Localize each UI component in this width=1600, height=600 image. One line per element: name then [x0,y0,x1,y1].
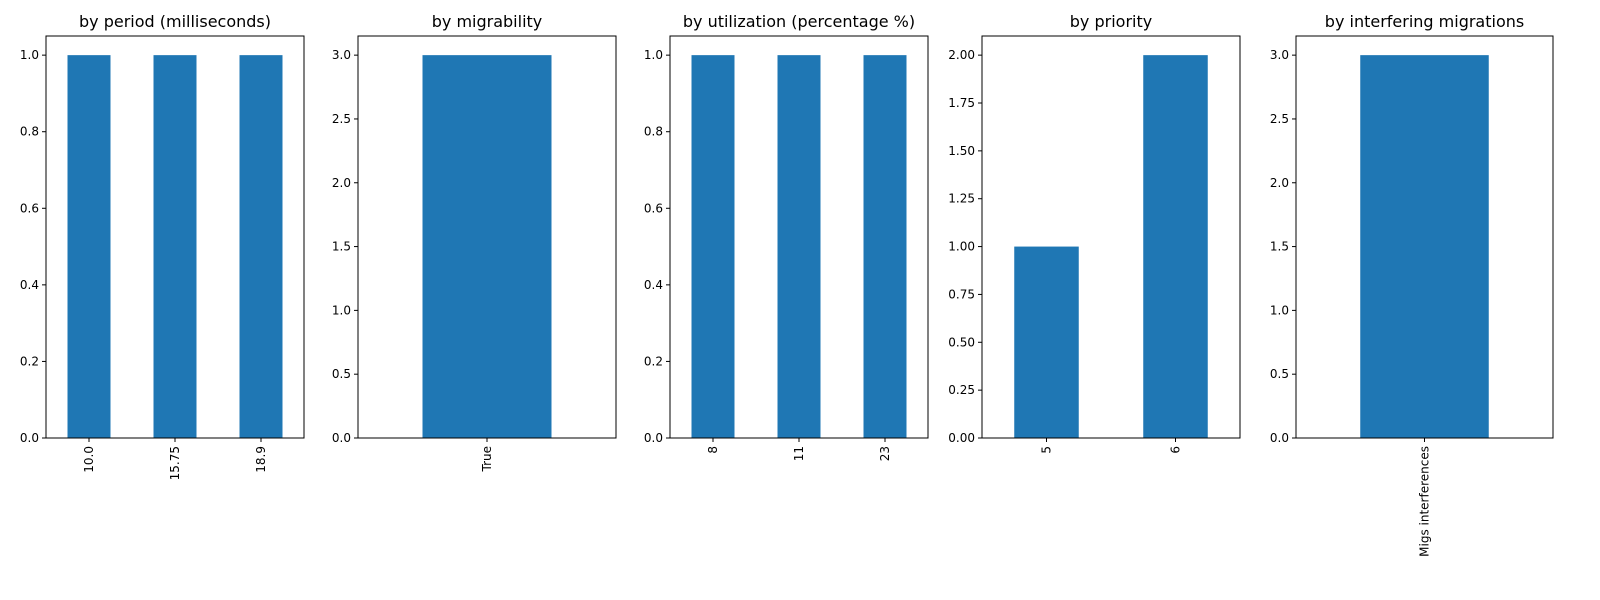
y-tick-label: 1.5 [1270,240,1289,254]
axes-frame [981,35,1241,439]
y-tick-label: 0.75 [948,287,975,301]
y-tick-label: 2.5 [1270,112,1289,126]
y-tick-label: 0.5 [1270,367,1289,381]
chart-title: by interfering migrations [1325,12,1524,31]
y-tick-label: 0.0 [644,431,663,445]
y-tick-label: 2.00 [948,48,975,62]
bar [422,55,552,438]
y-tick-label: 0.8 [644,125,663,139]
x-tick-label: True [480,446,494,473]
y-tick-label: 1.0 [1270,303,1289,317]
y-tick-label: 0.6 [644,201,663,215]
y-tick-label: 3.0 [332,48,351,62]
y-tick-label: 1.0 [20,48,39,62]
chart-title: by priority [1070,12,1152,31]
y-tick-label: 1.0 [644,48,663,62]
x-tick-label: 5 [1040,446,1054,454]
x-tick-label: Migs interferences [1418,446,1432,557]
bar [1143,55,1208,438]
y-tick-label: 0.50 [948,335,975,349]
bar [239,55,283,438]
bar [691,55,735,438]
x-tick-label: 10.0 [82,446,96,473]
chart-title: by migrability [432,12,543,31]
axes-frame [1295,35,1554,439]
y-tick-label: 0.8 [20,125,39,139]
y-tick-label: 0.25 [948,383,975,397]
y-tick-label: 1.75 [948,96,975,110]
subplot-5: by interfering migrations Migs interferen… [1270,12,1554,557]
bar [153,55,197,438]
subplot-3: by utilization (percentage %) 8 11 23 0.0 0.2… [644,12,929,461]
y-tick-label: 1.50 [948,144,975,158]
x-tick-label: 6 [1169,446,1183,454]
y-tick-label: 2.0 [332,176,351,190]
y-tick-label: 2.0 [1270,176,1289,190]
y-tick-label: 3.0 [1270,48,1289,62]
axes-frame [45,35,305,439]
chart-title: by utilization (percentage %) [683,12,915,31]
y-tick-label: 0.00 [948,431,975,445]
y-tick-label: 2.5 [332,112,351,126]
bar [1360,55,1489,438]
chart-title: by period (milliseconds) [79,12,271,31]
y-tick-label: 0.4 [644,278,663,292]
axes-frame [669,35,929,439]
y-tick-label: 1.00 [948,240,975,254]
x-tick-label: 11 [792,446,806,461]
x-tick-label: 18.9 [254,446,268,473]
y-tick-label: 1.5 [332,240,351,254]
y-tick-label: 1.25 [948,192,975,206]
subplot-1: by period (milliseconds) 10.0 15.75 18.9 0.0… [20,12,305,480]
y-tick-label: 0.0 [1270,431,1289,445]
subplot-4: by priority 5 6 0.00 0.25 0.50 0.75 1.00 1.25 1.5… [948,12,1241,454]
bar [1014,246,1079,438]
y-tick-label: 0.5 [332,367,351,381]
y-tick-label: 0.2 [20,354,39,368]
y-tick-label: 1.0 [332,303,351,317]
x-tick-label: 15.75 [168,446,182,480]
subplot-2: by migrability True 0.0 0.5 1.0 1.5 2.0 2.5 3.0 [332,12,617,473]
y-tick-label: 0.6 [20,201,39,215]
bar [67,55,111,438]
bar [777,55,821,438]
x-tick-label: 8 [706,446,720,454]
axes-frame [357,35,617,439]
y-tick-label: 0.0 [332,431,351,445]
bar [863,55,907,438]
y-tick-label: 0.4 [20,278,39,292]
y-tick-label: 0.2 [644,354,663,368]
y-tick-label: 0.0 [20,431,39,445]
x-tick-label: 23 [878,446,892,461]
